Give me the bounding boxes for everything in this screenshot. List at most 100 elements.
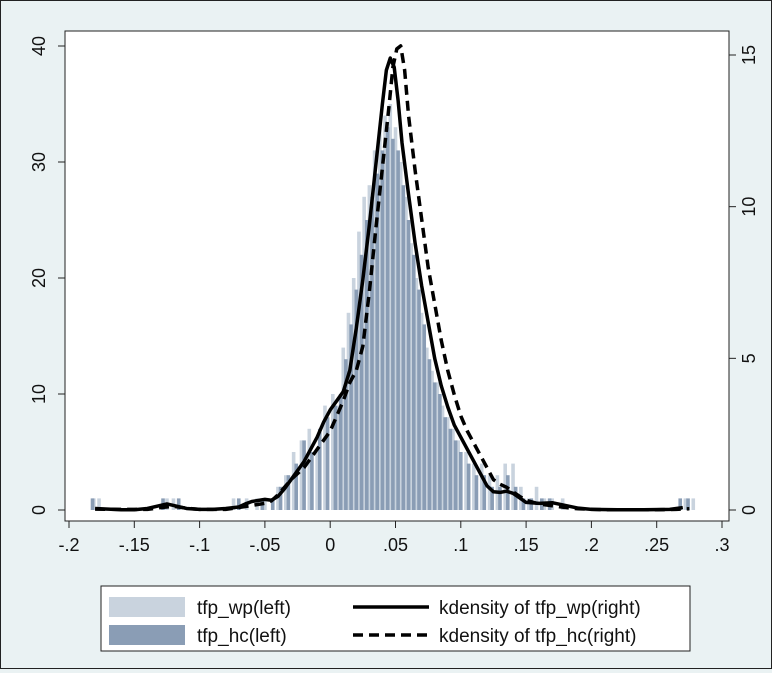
y-right-tick-label: 10 — [739, 197, 759, 217]
density-layer — [95, 44, 690, 512]
hist-bar-tfp-hc — [482, 475, 487, 510]
hist-bar-tfp-hc — [338, 394, 343, 510]
hist-bar-tfp-wp — [388, 104, 393, 510]
hist-bar-tfp-wp — [367, 185, 372, 510]
y-left-tick-label: 40 — [29, 36, 49, 56]
hist-bar-tfp-hc — [333, 405, 338, 510]
hist-bar-tfp-hc — [443, 417, 447, 510]
hist-bar-tfp-wp — [451, 428, 455, 510]
legend-box — [100, 585, 691, 652]
x-tick-label: .2 — [584, 535, 599, 555]
hist-bar-tfp-hc — [344, 359, 348, 510]
hist-bar-tfp-wp — [299, 440, 304, 510]
hist-bar-tfp-hc — [359, 254, 364, 510]
x-tick-label: -.05 — [249, 535, 280, 555]
hist-bar-tfp-hc — [513, 486, 518, 510]
hist-bar-tfp-hc — [406, 220, 411, 510]
hist-bar-tfp-wp — [284, 475, 288, 510]
hist-bar-tfp-wp — [362, 196, 366, 511]
hist-bar-tfp-wp — [534, 486, 539, 510]
hist-bar-tfp-wp — [231, 498, 236, 510]
legend-label-kdensity-wp: kdensity of tfp_wp(right) — [439, 598, 641, 619]
hist-bar-tfp-hc — [438, 394, 442, 510]
hist-bar-tfp-hc — [686, 498, 690, 510]
hist-bar-tfp-wp — [419, 312, 424, 510]
hist-bar-tfp-hc — [380, 150, 385, 510]
hist-bar-tfp-wp — [691, 498, 696, 510]
legend-label-tfp-wp: tfp_wp(left) — [197, 598, 291, 619]
hist-bar-tfp-hc — [401, 185, 406, 510]
x-tick-label: .1 — [453, 535, 468, 555]
hist-bar-tfp-hc — [236, 498, 241, 510]
hist-bar-tfp-hc — [349, 324, 353, 510]
hist-bar-tfp-hc — [286, 475, 291, 510]
hist-bar-tfp-hc — [325, 417, 330, 510]
hist-bar-tfp-wp — [341, 347, 346, 510]
hist-bar-tfp-wp — [479, 463, 484, 510]
y-left-tick-label: 10 — [29, 384, 49, 404]
y-right-tick-label: 5 — [739, 353, 759, 363]
hist-bar-tfp-wp — [435, 382, 440, 510]
x-tick-label: .3 — [714, 535, 729, 555]
hist-bar-tfp-wp — [464, 452, 468, 510]
y-right-tick-label: 15 — [739, 45, 759, 65]
hist-bar-tfp-hc — [302, 440, 306, 510]
hist-bar-tfp-wp — [445, 417, 450, 510]
density-line-tfp-hc — [95, 44, 690, 512]
hist-bar-tfp-hc — [474, 475, 479, 510]
axes-layer: -.2 -.15 -.1 -.05 0 .05 .1 .15 .2 .25 .3 0 10 20 30 40 0… — [29, 36, 759, 555]
hist-bar-tfp-hc — [270, 498, 275, 510]
hist-bar-tfp-wp — [378, 127, 382, 510]
legend-swatch-tfp-hc — [109, 625, 185, 645]
hist-bar-tfp-wp — [393, 127, 398, 510]
hist-bar-tfp-wp — [315, 452, 319, 510]
hist-bar-tfp-wp — [291, 452, 296, 510]
hist-bar-tfp-wp — [487, 475, 492, 510]
y-left-tick-label: 0 — [29, 505, 49, 515]
hist-bar-tfp-hc — [278, 486, 283, 510]
hist-bar-tfp-wp — [331, 394, 335, 510]
histogram-layer — [90, 104, 696, 511]
hist-bar-tfp-hc — [370, 196, 374, 511]
hist-bar-tfp-hc — [466, 463, 471, 510]
x-tick-label: 0 — [325, 535, 335, 555]
hist-bar-tfp-hc — [453, 440, 458, 510]
y-left-tick-label: 20 — [29, 268, 49, 288]
hist-bar-tfp-wp — [683, 498, 688, 510]
hist-bar-tfp-hc — [391, 138, 395, 511]
hist-bar-tfp-wp — [404, 196, 408, 511]
x-tick-label: -.15 — [119, 535, 150, 555]
hist-bar-tfp-wp — [472, 463, 476, 510]
hist-bar-tfp-wp — [336, 405, 340, 510]
hist-bar-tfp-wp — [263, 498, 267, 510]
hist-bar-tfp-wp — [307, 428, 312, 510]
hist-bar-tfp-wp — [276, 486, 280, 510]
hist-bar-tfp-wp — [430, 370, 434, 510]
hist-bar-tfp-hc — [490, 486, 494, 510]
legend-swatch-tfp-wp — [109, 597, 185, 617]
hist-bar-tfp-hc — [294, 463, 299, 510]
hist-bar-tfp-hc — [459, 452, 463, 510]
x-tick-label: .05 — [383, 535, 408, 555]
hist-bar-tfp-hc — [678, 498, 683, 510]
hist-bar-tfp-hc — [498, 486, 502, 510]
legend-label-tfp-hc: tfp_hc(left) — [197, 626, 287, 647]
hist-bar-tfp-hc — [354, 289, 359, 510]
x-tick-label: -.1 — [189, 535, 210, 555]
hist-bar-tfp-hc — [422, 324, 427, 510]
hist-bar-tfp-hc — [411, 254, 416, 510]
hist-bar-tfp-hc — [385, 127, 390, 510]
x-tick-label: .15 — [514, 535, 539, 555]
y-left-tick-label: 30 — [29, 152, 49, 172]
hist-bar-tfp-hc — [427, 359, 432, 510]
hist-bar-tfp-wp — [398, 162, 403, 510]
x-tick-label: .25 — [644, 535, 669, 555]
hist-bar-tfp-hc — [317, 428, 322, 510]
hist-bar-tfp-wp — [323, 405, 327, 510]
hist-bar-tfp-hc — [432, 382, 437, 510]
hist-bar-tfp-wp — [409, 243, 413, 510]
hist-bar-tfp-wp — [440, 405, 445, 510]
hist-bar-tfp-wp — [414, 278, 419, 510]
legend-label-kdensity-hc: kdensity of tfp_hc(right) — [439, 626, 636, 647]
